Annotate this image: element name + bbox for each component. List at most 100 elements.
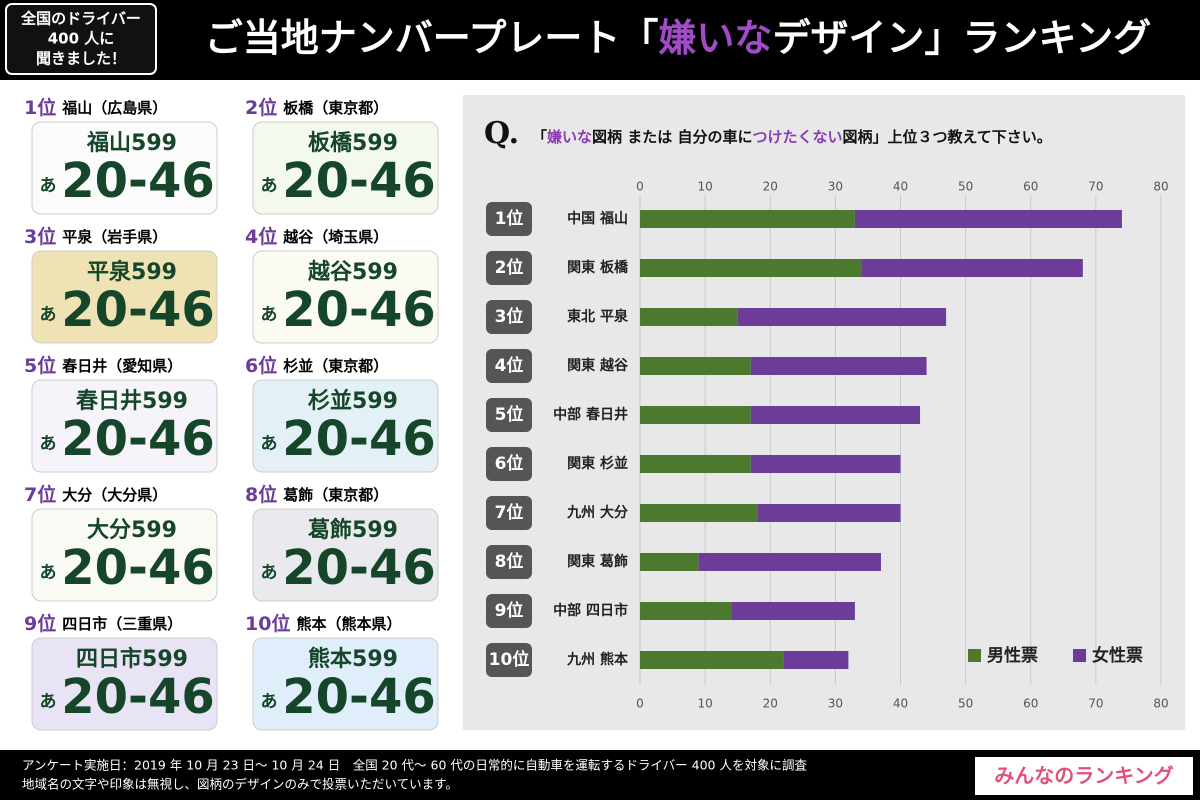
bar-segment xyxy=(640,259,862,277)
plate-city: 板橋 xyxy=(283,99,314,117)
plate-label: 2位 板橋（東京都） xyxy=(245,96,388,119)
plate-label: 9位 四日市（三重県） xyxy=(24,612,182,635)
rank: 1位 xyxy=(24,96,56,119)
bar-segment xyxy=(698,553,881,571)
category-label: 九州 熊本 xyxy=(566,651,629,668)
plate xyxy=(252,508,439,602)
plate-number: 20-46 xyxy=(61,540,215,596)
plate xyxy=(252,379,439,473)
bar-segment xyxy=(640,308,738,326)
plate-name: 春日井599 xyxy=(76,389,188,414)
plate-number: 20-46 xyxy=(61,282,215,338)
plate-pref: （東京都） xyxy=(313,486,388,504)
plate-number: 20-46 xyxy=(282,540,436,596)
rank-badge xyxy=(486,447,532,481)
plate-pref: （大分県） xyxy=(92,486,167,504)
bar-segment xyxy=(861,259,1083,277)
plate-name: 福山599 xyxy=(86,131,177,156)
rank: 7位 xyxy=(24,483,56,506)
category-label: 関東 越谷 xyxy=(567,357,629,374)
question-part: 「 xyxy=(532,128,547,146)
x-tick-label: 30 xyxy=(828,180,843,194)
plate-label: 6位 杉並（東京都） xyxy=(245,354,388,377)
plate-label: 8位 葛飾（東京都） xyxy=(245,483,388,506)
rank-badge xyxy=(486,202,532,236)
plate-number: 20-46 xyxy=(282,669,436,725)
plate-city: 福山 xyxy=(61,99,92,117)
question: 「嫌いな図柄 または 自分の車につけたくない図柄」上位３つ教えて下さい。 xyxy=(532,128,1052,146)
rank-badge xyxy=(486,300,532,334)
plate-pref: （熊本県） xyxy=(326,615,401,633)
plate-number: 20-46 xyxy=(282,411,436,467)
plate xyxy=(31,250,218,344)
header-bg xyxy=(0,0,1200,80)
title-part: 嫌いな xyxy=(658,16,772,60)
plate xyxy=(31,379,218,473)
plate-name: 大分599 xyxy=(87,518,177,543)
x-tick-label: 80 xyxy=(1153,180,1168,194)
plate-kana: あ xyxy=(261,563,278,583)
bar-segment xyxy=(731,602,855,620)
x-tick-label: 20 xyxy=(763,697,778,711)
x-tick-label: 30 xyxy=(828,697,843,711)
plate-label: 1位 福山（広島県） xyxy=(24,96,167,119)
question-part: 嫌いな xyxy=(546,128,592,146)
rank-badge xyxy=(486,349,532,383)
rank-badge xyxy=(486,545,532,579)
category-label: 東北 平泉 xyxy=(567,308,629,325)
rank-badge xyxy=(486,643,532,677)
category-label: 関東 葛飾 xyxy=(567,553,628,570)
title-part: ご当地ナンバープレート「 xyxy=(205,16,659,60)
plate-label: 3位 平泉（岩手県） xyxy=(24,225,167,248)
plate-name: 板橋599 xyxy=(308,131,398,156)
bar-segment xyxy=(750,406,921,424)
plate-kana: あ xyxy=(40,563,57,583)
plate-number: 20-46 xyxy=(282,153,436,209)
rank: 3位 xyxy=(24,225,56,248)
legend-swatch xyxy=(1073,649,1086,662)
q-mark: Q. xyxy=(484,116,519,151)
category-label: 九州 大分 xyxy=(566,504,628,521)
question-part: 図柄」上位３つ教えて下さい。 xyxy=(843,128,1052,146)
plate-name: 四日市599 xyxy=(76,646,188,672)
plate-kana: あ xyxy=(261,176,278,196)
bar-segment xyxy=(640,455,751,473)
rank-label: 10位 xyxy=(489,649,530,670)
plate-pref: （愛知県） xyxy=(107,357,182,375)
badge-line: 400 人に xyxy=(48,30,115,48)
x-tick-label: 50 xyxy=(958,180,973,194)
bar-segment xyxy=(750,357,927,375)
plate-number: 20-46 xyxy=(61,411,215,467)
plate xyxy=(252,121,439,215)
logo-bg xyxy=(975,757,1193,795)
legend-label: 女性票 xyxy=(1092,645,1143,666)
question-part: 図柄 または 自分の車に xyxy=(592,128,752,146)
rank-label: 8位 xyxy=(495,551,524,572)
title-part: デザイン」ランキング xyxy=(772,16,1151,60)
x-tick-label: 20 xyxy=(763,180,778,194)
plate-label: 7位 大分（大分県） xyxy=(24,483,167,506)
plate-kana: あ xyxy=(40,176,57,196)
plate-label: 10位 熊本（熊本県） xyxy=(245,612,401,635)
plate-pref: （埼玉県） xyxy=(313,228,388,246)
plate-city: 大分 xyxy=(62,486,92,504)
plate-kana: あ xyxy=(261,692,278,712)
plate-kana: あ xyxy=(261,434,278,454)
plate xyxy=(31,121,218,215)
category-label: 中部 四日市 xyxy=(553,602,628,619)
rank: 2位 xyxy=(245,96,277,119)
bar-segment xyxy=(640,651,784,669)
x-tick-label: 0 xyxy=(636,180,644,194)
plate-name: 越谷599 xyxy=(307,260,398,285)
x-tick-label: 40 xyxy=(893,180,908,194)
footer-line: 地域名の文字や印象は無視し、図柄のデザインのみで投票いただいています。 xyxy=(22,777,458,792)
plate-city: 春日井 xyxy=(62,357,107,375)
badge-line: 聞きました！ xyxy=(36,50,126,68)
plate-city: 越谷 xyxy=(282,228,314,246)
plate-city: 平泉 xyxy=(62,228,93,246)
plate-label: 4位 越谷（埼玉県） xyxy=(245,225,388,248)
rank-badge xyxy=(486,496,532,530)
plate-number: 20-46 xyxy=(282,282,436,338)
plate-name: 葛飾599 xyxy=(307,517,398,543)
